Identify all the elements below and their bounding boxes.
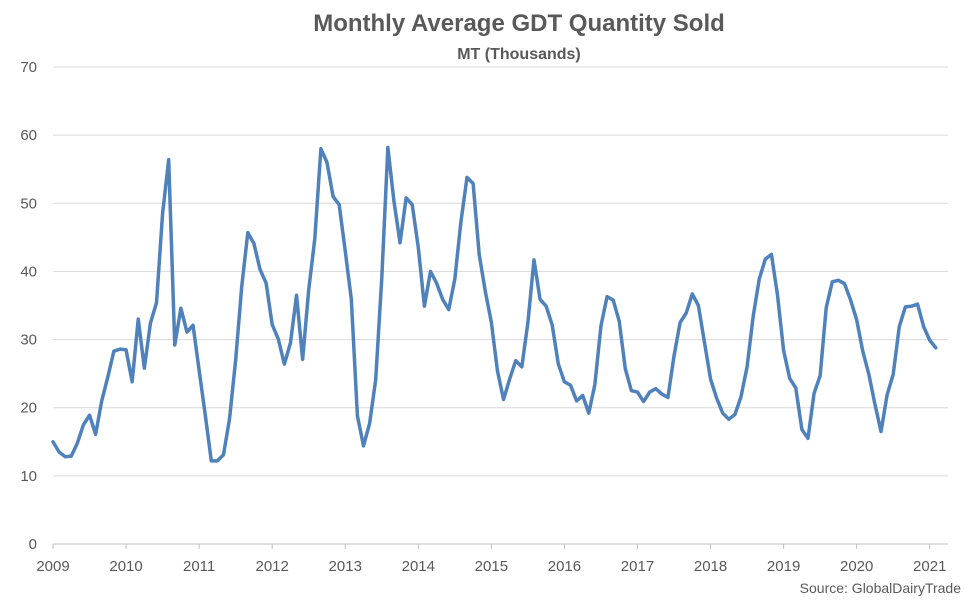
y-tick-label: 30 — [20, 332, 37, 349]
gridlines — [53, 66, 948, 477]
x-tick-label: 2021 — [913, 558, 946, 575]
x-tick-label: 2011 — [183, 558, 215, 575]
x-tick-label: 2009 — [36, 558, 69, 575]
x-tick-label: 2017 — [621, 558, 654, 575]
series-layer — [51, 145, 938, 463]
y-tick-label: 50 — [20, 195, 37, 212]
y-tick-label: 0 — [29, 536, 37, 553]
x-tick-label: 2015 — [475, 558, 508, 575]
y-tick-label: 10 — [20, 468, 37, 485]
x-tick-label: 2014 — [402, 558, 435, 575]
y-axis: 0 10 20 30 40 50 60 70 — [20, 59, 37, 553]
y-tick-label: 70 — [20, 59, 37, 76]
series-line — [51, 145, 938, 463]
source-note: Source: GlobalDairyTrade — [800, 580, 962, 596]
chart-title: Monthly Average GDT Quantity Sold — [313, 10, 725, 37]
x-tick-label: 2010 — [109, 558, 142, 575]
x-axis: 2009 2010 2011 2012 2013 2014 2015 2016 2017 2018… — [36, 543, 948, 575]
y-tick-label: 60 — [20, 127, 37, 144]
x-tick-label: 2016 — [548, 558, 581, 575]
x-tick-label: 2020 — [840, 558, 873, 575]
x-tick-label: 2012 — [255, 558, 288, 575]
x-tick-label: 2013 — [329, 558, 362, 575]
x-tick-label: 2018 — [694, 558, 727, 575]
y-tick-label: 20 — [20, 400, 37, 417]
chart-subtitle: MT (Thousands) — [457, 46, 581, 63]
x-tick-label: 2019 — [767, 558, 800, 575]
y-tick-label: 40 — [20, 263, 37, 280]
